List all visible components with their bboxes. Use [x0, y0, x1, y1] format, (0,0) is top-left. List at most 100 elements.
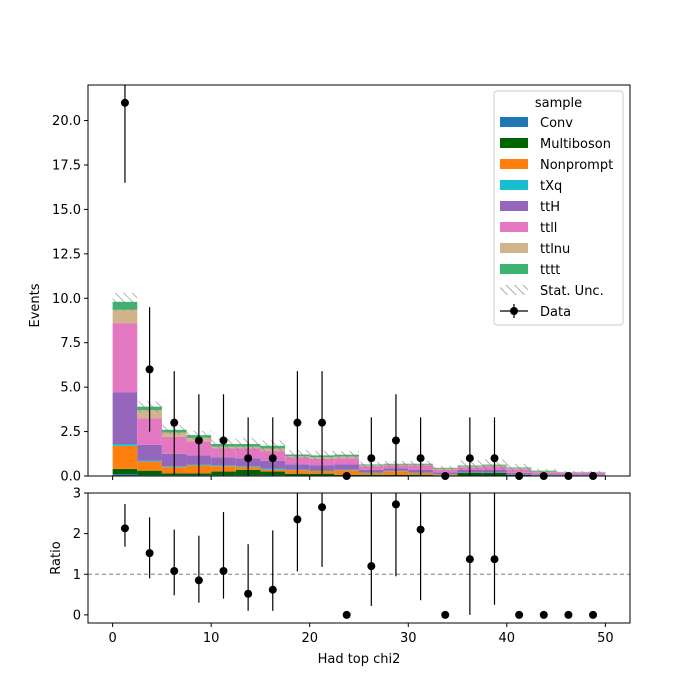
bar-nonprompt-1: [137, 461, 162, 471]
data-point-12: [416, 454, 425, 463]
legend-label-conv: Conv: [540, 116, 573, 131]
data-point-14: [465, 454, 474, 463]
ratio-point-17: [539, 610, 548, 619]
x-tick-label-2: 20: [301, 631, 318, 646]
bar-txq-0: [112, 444, 138, 446]
data-point-10: [367, 454, 376, 463]
stat-unc-band-17: [531, 468, 557, 473]
main-y-tick-label-4: 10.0: [52, 292, 81, 307]
ratio-point-5: [244, 589, 253, 598]
bar-multiboson-1: [137, 470, 162, 476]
bar-ttll-0: [112, 323, 138, 393]
ratio-point-19: [589, 610, 598, 619]
data-point-7: [293, 418, 302, 427]
data-point-3: [194, 436, 203, 445]
legend-data-marker: [510, 307, 518, 315]
legend-swatch-ttll: [500, 222, 528, 232]
ratio-point-9: [342, 610, 351, 619]
ratio-point-0: [120, 524, 129, 533]
data-point-11: [391, 436, 400, 445]
data-point-8: [318, 418, 327, 427]
main-y-tick-label-1: 2.5: [60, 425, 81, 440]
legend-swatch-multiboson: [500, 138, 528, 148]
stat-unc-band-16: [506, 463, 532, 472]
ratio-point-10: [367, 562, 376, 571]
stat-unc-band-19: [580, 471, 606, 473]
data-point-0: [120, 98, 129, 107]
ratio-point-13: [441, 610, 450, 619]
ratio-point-2: [170, 567, 179, 575]
x-tick-label-0: 0: [108, 631, 116, 646]
data-point-6: [268, 454, 277, 463]
ratio-point-4: [219, 567, 228, 575]
legend-title: sample: [535, 96, 582, 111]
legend-label-data: Data: [540, 305, 571, 320]
legend-swatch-stat-unc: [500, 285, 528, 295]
legend: sample Conv Multiboson Nonprompt tXq ttH ttll t…: [493, 90, 624, 326]
ratio-point-15: [490, 555, 499, 564]
x-tick-label-1: 10: [203, 631, 220, 646]
legend-label-nonprompt: Nonprompt: [540, 158, 613, 173]
main-y-tick-label-7: 17.5: [52, 158, 81, 173]
ratio-point-3: [194, 576, 203, 585]
data-point-5: [244, 454, 253, 463]
stacked-histogram: [112, 301, 606, 476]
legend-label-ttlnu: ttlnu: [540, 242, 570, 257]
legend-label-ttll: ttll: [540, 221, 557, 236]
legend-swatch-nonprompt: [500, 159, 528, 169]
bar-multiboson-0: [112, 468, 138, 475]
data-point-1: [145, 365, 154, 374]
data-point-4: [219, 436, 228, 445]
legend-swatch-txq: [500, 180, 528, 190]
legend-swatch-tttt: [500, 264, 528, 274]
x-tick-label-4: 40: [499, 631, 516, 646]
stat-unc-band-9: [334, 451, 359, 459]
bar-ttll-13: [432, 469, 458, 473]
legend-label-tth: ttH: [540, 200, 560, 215]
main-frame: [87, 84, 631, 477]
main-y-tick-label-8: 20.0: [52, 114, 81, 129]
data-point-15: [490, 454, 499, 463]
ratio-point-12: [416, 525, 425, 534]
ratio-y-axis-label: Ratio: [49, 541, 64, 574]
main-y-axis-label: Events: [28, 283, 43, 327]
ratio-point-1: [145, 549, 154, 558]
ratio-y-tick-label-3: 3: [73, 487, 81, 502]
ratio-point-11: [391, 500, 400, 509]
bar-txq-9: [334, 469, 359, 471]
ratio-point-14: [465, 555, 474, 564]
ratio-point-6: [268, 585, 277, 594]
bar-txq-1: [137, 460, 162, 462]
x-ticks: 0 10 20 30 40 50: [108, 623, 614, 646]
bar-tth-1: [137, 444, 162, 461]
ratio-y-tick-label-1: 1: [73, 568, 81, 583]
main-y-tick-label-2: 5.0: [60, 381, 81, 396]
main-y-tick-label-3: 7.5: [60, 336, 81, 351]
ratio-y-tick-label-0: 0: [73, 608, 81, 623]
ratio-point-18: [564, 610, 573, 619]
x-axis-label: Had top chi2: [318, 652, 401, 667]
data-point-2: [170, 418, 179, 427]
bar-conv-0: [112, 474, 138, 476]
main-y-ticks: 0.0 2.5 5.0 7.5 10.0 12.5 15.0 17.5 20.0: [52, 114, 88, 485]
bar-multiboson-7: [285, 473, 310, 476]
bar-multiboson-8: [309, 473, 335, 476]
legend-label-txq: tXq: [540, 179, 562, 194]
stat-unc-band-18: [556, 471, 581, 473]
bar-ttlnu-0: [112, 309, 138, 324]
ratio-y-tick-label-2: 2: [73, 527, 81, 542]
ratio-point-7: [293, 515, 302, 524]
legend-label-stat-unc: Stat. Unc.: [540, 284, 604, 299]
legend-label-tttt: tttt: [540, 263, 560, 278]
bar-tth-9: [334, 464, 359, 470]
bar-tth-0: [112, 392, 138, 445]
legend-swatch-conv: [500, 117, 528, 127]
ratio-points: [120, 493, 598, 619]
x-tick-label-5: 50: [597, 631, 614, 646]
ratio-point-8: [318, 503, 327, 512]
stat-unc-band-13: [432, 466, 458, 470]
main-y-tick-label-0: 0.0: [60, 470, 81, 485]
ratio-y-ticks: 0 1 2 3: [73, 487, 88, 623]
